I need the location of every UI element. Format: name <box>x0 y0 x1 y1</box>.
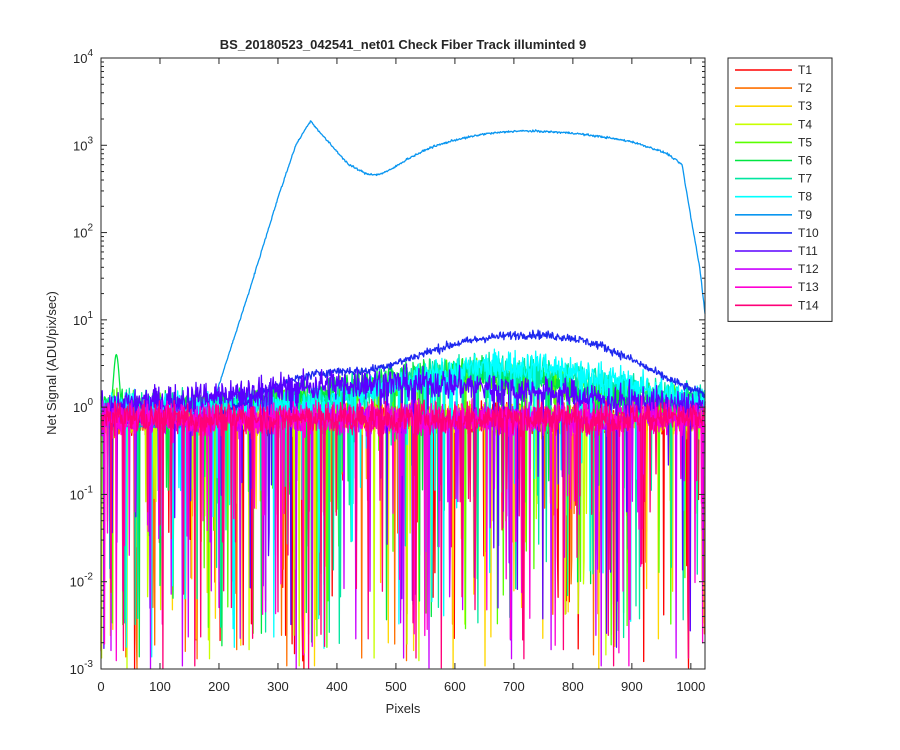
chart-title: BS_20180523_042541_net01 Check Fiber Tra… <box>220 37 586 52</box>
y-tick-label: 101 <box>73 310 93 328</box>
legend-item-t14[interactable]: T14 <box>735 298 819 312</box>
x-axis: 0 100 200 300 400 500 600 700 800 900 1000 <box>97 58 705 694</box>
legend-label: T5 <box>798 135 812 149</box>
legend[interactable]: T1 T2 T3 T4 T5 T6 T7 T8 T9 T10 T11 T12 T13 T14 <box>727 57 833 322</box>
legend-label: T14 <box>798 298 819 312</box>
legend-label: T4 <box>798 117 812 131</box>
legend-item-t9[interactable]: T9 <box>735 208 812 222</box>
legend-item-t12[interactable]: T12 <box>735 262 819 276</box>
legend-label: T12 <box>798 262 819 276</box>
legend-label: T9 <box>798 208 812 222</box>
legend-label: T3 <box>798 99 812 113</box>
x-tick-label: 900 <box>621 679 643 694</box>
legend-label: T7 <box>798 172 812 186</box>
legend-item-t1[interactable]: T1 <box>735 63 812 77</box>
y-tick-label: 10-1 <box>70 484 94 502</box>
y-tick-label: 102 <box>73 223 93 241</box>
legend-item-t10[interactable]: T10 <box>735 226 819 240</box>
legend-label: T11 <box>798 244 818 258</box>
legend-item-t3[interactable]: T3 <box>735 99 812 113</box>
x-tick-label: 200 <box>208 679 230 694</box>
legend-item-t8[interactable]: T8 <box>735 190 812 204</box>
axes-box <box>100 57 706 670</box>
legend-item-t6[interactable]: T6 <box>735 154 812 168</box>
x-tick-label: 800 <box>562 679 584 694</box>
y-tick-label: 10-2 <box>70 572 94 590</box>
legend-box <box>727 57 833 322</box>
x-axis-label: Pixels <box>386 701 421 716</box>
legend-label: T8 <box>798 190 812 204</box>
legend-label: T13 <box>798 280 819 294</box>
plot-area <box>100 120 706 670</box>
legend-label: T1 <box>798 63 812 77</box>
legend-item-t4[interactable]: T4 <box>735 117 812 131</box>
y-axis-label: Net Signal (ADU/pix/sec) <box>44 291 59 435</box>
legend-label: T2 <box>798 81 812 95</box>
legend-item-t5[interactable]: T5 <box>735 135 812 149</box>
legend-label: T10 <box>798 226 819 240</box>
y-tick-label: 100 <box>73 397 93 415</box>
x-tick-label: 500 <box>385 679 407 694</box>
legend-item-t2[interactable]: T2 <box>735 81 812 95</box>
legend-item-t7[interactable]: T7 <box>735 172 812 186</box>
x-tick-label: 0 <box>97 679 104 694</box>
y-tick-label: 103 <box>73 135 93 153</box>
y-tick-label: 104 <box>73 48 93 66</box>
x-tick-label: 700 <box>503 679 525 694</box>
legend-label: T6 <box>798 154 812 168</box>
x-tick-label: 100 <box>149 679 171 694</box>
legend-item-t11[interactable]: T11 <box>735 244 818 258</box>
series-line-t14 <box>100 398 706 670</box>
series-line-t11 <box>100 363 706 650</box>
x-tick-label: 400 <box>326 679 348 694</box>
x-tick-label: 600 <box>444 679 466 694</box>
x-tick-label: 1000 <box>676 679 705 694</box>
y-tick-label: 10-3 <box>70 659 94 677</box>
y-axis: 10-3 10-2 10-1 100 101 102 103 104 <box>70 48 705 677</box>
x-tick-label: 300 <box>267 679 289 694</box>
legend-item-t13[interactable]: T13 <box>735 280 819 294</box>
